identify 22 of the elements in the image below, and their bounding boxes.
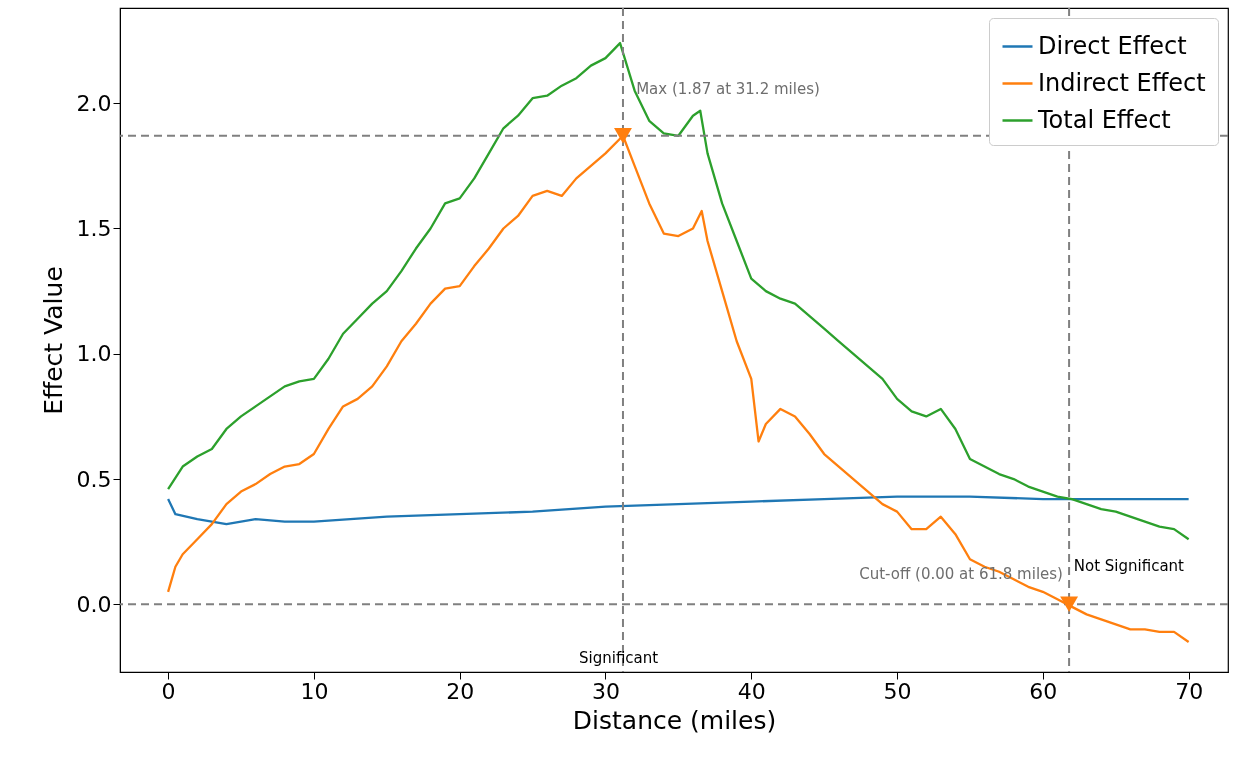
annotation: Max (1.87 at 31.2 miles) — [636, 79, 820, 98]
y-tick-label: 1.5 — [76, 216, 112, 241]
x-tick-label: 20 — [446, 678, 475, 704]
x-tick-label: 40 — [737, 678, 766, 704]
x-tick-label: 50 — [883, 678, 912, 704]
legend-label: Indirect Effect — [1038, 68, 1206, 97]
legend-label: Direct Effect — [1038, 31, 1187, 60]
legend-label: Total Effect — [1037, 105, 1171, 134]
x-tick-label: 60 — [1029, 678, 1058, 704]
annotation: Not Significant — [1073, 557, 1185, 576]
y-tick-label: 1.0 — [76, 341, 112, 367]
y-tick-label: 0.0 — [76, 591, 112, 617]
x-tick-label: 30 — [591, 678, 620, 704]
annotation: Significant — [579, 649, 659, 667]
y-tick-label: 0.5 — [76, 466, 112, 492]
x-tick-label: 0 — [161, 678, 176, 704]
x-tick-label: 10 — [300, 678, 329, 704]
y-tick-label: 2.0 — [76, 90, 112, 116]
line-series — [166, 495, 1190, 526]
y-axis-title: Effect Value — [38, 266, 68, 415]
x-tick-label: 70 — [1175, 678, 1204, 704]
x-axis-title: Distance (miles) — [572, 705, 777, 735]
